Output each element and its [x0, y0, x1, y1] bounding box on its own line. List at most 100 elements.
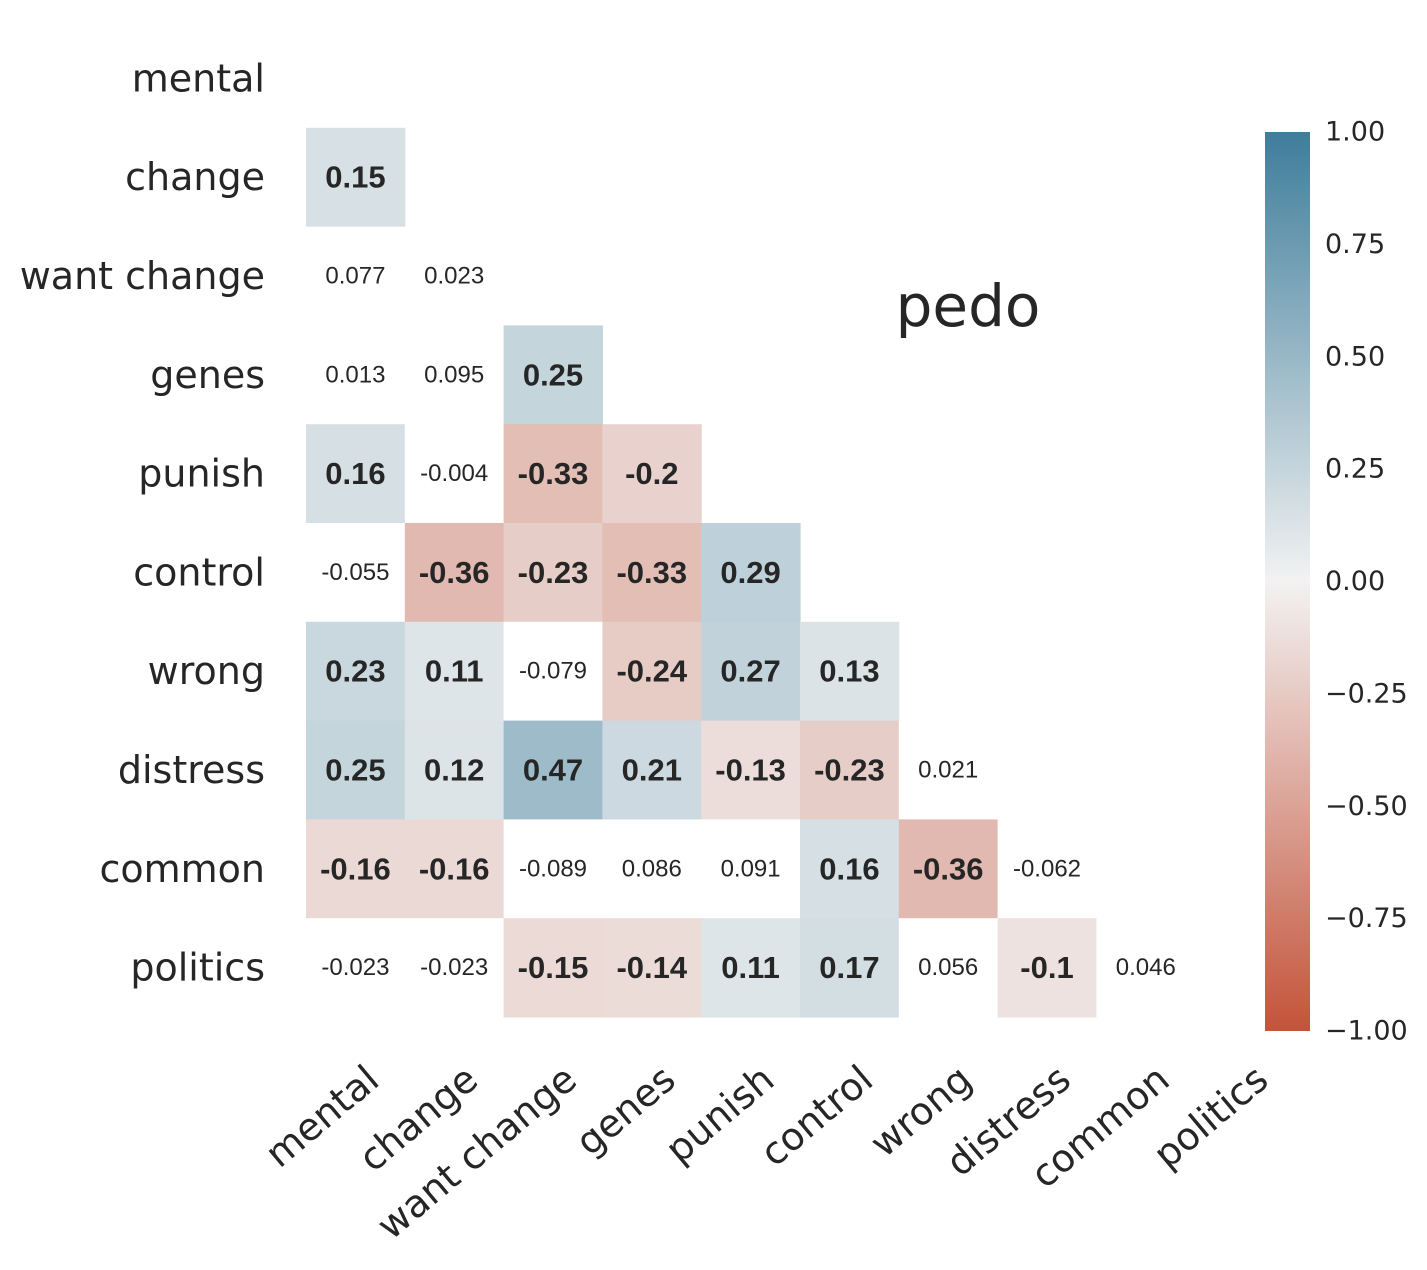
heatmap-cell-4-1 — [404, 424, 505, 524]
cell-value-label: -0.36 — [419, 555, 490, 590]
heatmap-cell-2-1 — [404, 226, 505, 326]
cell-value-label: 0.15 — [325, 160, 385, 195]
heatmap-cell-4-3 — [602, 424, 702, 524]
y-tick-label: change — [125, 155, 265, 199]
cell-value-label: -0.1 — [1020, 950, 1073, 985]
heatmap-cell-9-8 — [1096, 918, 1196, 1018]
cell-value-label: 0.21 — [622, 753, 682, 788]
cell-value-label: -0.023 — [420, 954, 488, 981]
heatmap-cell-5-1 — [404, 523, 505, 623]
heatmap-cell-1-0 — [306, 127, 406, 228]
cell-value-label: -0.13 — [715, 753, 786, 788]
heatmap-cell-8-0 — [306, 819, 406, 919]
cell-value-label: 0.086 — [622, 855, 682, 882]
cell-value-label: -0.079 — [519, 658, 587, 685]
cell-value-label: -0.2 — [625, 456, 678, 491]
y-axis-labels: mental change want change genes punish contro… — [20, 56, 265, 989]
cell-value-label: 0.47 — [523, 753, 583, 788]
y-tick-label: politics — [130, 946, 265, 990]
colorbar-tick-label: −0.25 — [1325, 678, 1408, 709]
heatmap-cell-5-0 — [306, 523, 406, 623]
heatmap-cell-8-3 — [602, 819, 702, 919]
y-tick-label: mental — [132, 56, 265, 100]
cell-value-label: 0.27 — [720, 654, 780, 689]
colorbar-ticks: 1.00 0.75 0.50 0.25 0.00 −0.25 −0.50 −0.75 −1.00 — [1325, 117, 1408, 1047]
x-tick-label: politics — [1145, 1057, 1276, 1177]
colorbar-tick-label: −0.75 — [1325, 903, 1408, 934]
heatmap-cell-9-2 — [503, 918, 603, 1018]
heatmap-cell-4-0 — [306, 424, 406, 524]
y-tick-label: genes — [150, 353, 265, 397]
cell-value-label: -0.023 — [321, 954, 389, 981]
cell-value-label: -0.055 — [321, 559, 389, 586]
cell-value-label: 0.29 — [720, 555, 780, 590]
heatmap-cell-9-7 — [997, 918, 1097, 1018]
cell-value-label: 0.077 — [325, 263, 385, 290]
colorbar-tick-label: 0.25 — [1325, 454, 1385, 485]
heatmap-cell-3-1 — [404, 325, 505, 425]
heatmap-cell-8-1 — [404, 819, 505, 919]
y-tick-label: want change — [20, 254, 265, 298]
cell-value-label: 0.021 — [918, 757, 978, 784]
cell-value-label: 0.17 — [819, 950, 879, 985]
heatmap-cell-3-2 — [503, 325, 603, 425]
heatmap-cell-2-0 — [306, 226, 406, 326]
heatmap-cell-7-0 — [306, 720, 406, 820]
heatmap-cell-8-5 — [800, 819, 900, 919]
y-tick-label: wrong — [148, 649, 265, 693]
heatmap-cell-5-4 — [701, 523, 801, 623]
cell-value-label: -0.24 — [616, 654, 687, 689]
heatmap-cell-7-5 — [800, 720, 900, 820]
heatmap-cell-9-0 — [306, 918, 406, 1018]
heatmap-cell-6-5 — [800, 621, 900, 722]
cell-value-label: 0.25 — [325, 753, 385, 788]
x-tick-label: control — [752, 1057, 881, 1175]
colorbar-tick-label: 0.50 — [1325, 341, 1385, 372]
heatmap-cell-5-3 — [602, 523, 702, 623]
y-tick-label: control — [133, 550, 265, 594]
cell-value-label: 0.046 — [1116, 954, 1176, 981]
colorbar-gradient — [1265, 132, 1310, 1031]
cell-value-label: 0.23 — [325, 654, 385, 689]
heatmap-cell-8-7 — [997, 819, 1097, 919]
heatmap-cell-6-0 — [306, 621, 406, 722]
cell-value-label: -0.23 — [814, 753, 885, 788]
cell-value-label: -0.004 — [420, 460, 488, 487]
heatmap-cell-9-1 — [404, 918, 505, 1018]
heatmap-cell-9-4 — [701, 918, 801, 1018]
heatmap-cell-7-2 — [503, 720, 603, 820]
heatmap-cell-6-2 — [503, 621, 603, 722]
cell-value-label: 0.095 — [424, 361, 484, 388]
cell-value-label: 0.16 — [819, 851, 879, 886]
cell-value-label: 0.11 — [721, 950, 780, 985]
cell-value-label: -0.062 — [1013, 855, 1081, 882]
cell-value-label: -0.33 — [518, 456, 589, 491]
heatmap-cell-9-5 — [800, 918, 900, 1018]
colorbar-tick-label: −0.50 — [1325, 791, 1408, 822]
heatmap-cell-5-2 — [503, 523, 603, 623]
cell-value-label: -0.36 — [913, 851, 984, 886]
cell-value-label: -0.15 — [518, 950, 589, 985]
colorbar-tick-label: 0.00 — [1325, 566, 1385, 597]
heatmap-cell-8-6 — [898, 819, 999, 919]
cell-value-label: -0.16 — [320, 851, 391, 886]
heatmap-cell-8-2 — [503, 819, 603, 919]
cell-value-label: 0.25 — [523, 357, 583, 392]
heatmap-cell-3-0 — [306, 325, 406, 425]
heatmap-cell-6-4 — [701, 621, 801, 722]
heatmap-cell-7-3 — [602, 720, 702, 820]
y-tick-label: punish — [138, 452, 265, 496]
heatmap-cell-4-2 — [503, 424, 603, 524]
cell-value-label: 0.13 — [819, 654, 879, 689]
chart-annotation: pedo — [896, 272, 1041, 340]
heatmap-cell-6-3 — [602, 621, 702, 722]
heatmap-cell-6-1 — [404, 621, 505, 722]
colorbar-tick-label: 1.00 — [1325, 117, 1385, 148]
cell-value-label: 0.056 — [918, 954, 978, 981]
cell-value-label: 0.091 — [721, 855, 781, 882]
colorbar-tick-label: −1.00 — [1325, 1016, 1408, 1047]
heatmap-cells: 0.15 0.077 0.023 0.013 0.095 0.25 0.16 -0.004 -0… — [306, 127, 1196, 1018]
heatmap-cell-9-6 — [898, 918, 999, 1018]
colorbar: 1.00 0.75 0.50 0.25 0.00 −0.25 −0.50 −0.75 −1.00 — [1265, 117, 1408, 1047]
